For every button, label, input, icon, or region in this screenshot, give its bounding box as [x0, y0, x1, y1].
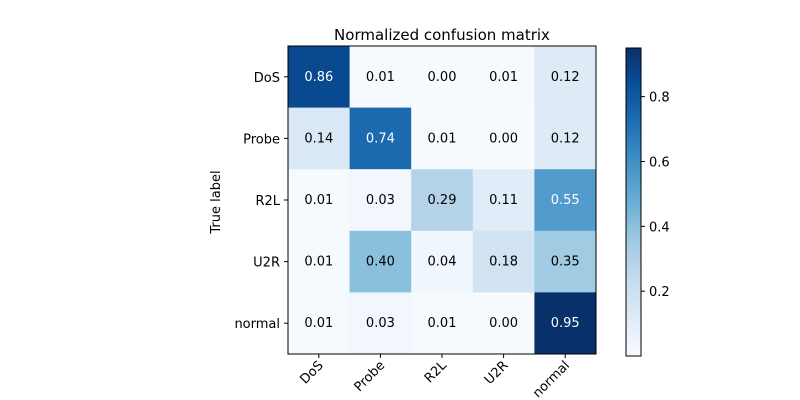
heatmap-cell: [288, 292, 351, 355]
x-tick-label: Probe: [352, 358, 389, 395]
plot-frame: [287, 45, 597, 355]
cell-value-label: 0.00: [489, 131, 518, 146]
y-tick-label: R2L: [255, 194, 280, 209]
colorbar-gradient: [625, 47, 642, 357]
heatmap-cell: [472, 292, 535, 355]
heatmap-cell: [411, 292, 474, 355]
colorbar-tick-label: 0.6: [649, 155, 670, 170]
x-tick-label: R2L: [422, 358, 450, 386]
cell-value-label: 0.95: [551, 316, 580, 331]
cell-value-label: 0.03: [366, 316, 395, 331]
heatmap-cell: [349, 46, 412, 109]
cell-value-label: 0.00: [489, 316, 518, 331]
heatmap-cell: [288, 169, 351, 232]
cell-value-label: 0.11: [489, 193, 518, 208]
cell-value-label: 0.01: [489, 70, 518, 85]
chart-title: Normalized confusion matrix: [334, 26, 550, 44]
cell-value-label: 0.35: [551, 255, 580, 270]
colorbar: 0.2 0.4 0.6 0.8: [625, 47, 670, 357]
cell-value-label: 0.12: [551, 70, 580, 85]
cell-value-label: 0.74: [366, 131, 395, 146]
cell-value-label: 0.01: [366, 70, 395, 85]
heatmap-cell: [411, 230, 474, 293]
heatmap-cell: [472, 46, 535, 109]
heatmap-cell: [349, 107, 412, 170]
y-tick-label: U2R: [253, 256, 280, 271]
heatmap-cell: [534, 169, 597, 232]
cell-value-label: 0.03: [366, 193, 395, 208]
cell-value-label: 0.40: [366, 255, 395, 270]
heatmap-cell: [472, 169, 535, 232]
colorbar-tick-label: 0.2: [649, 285, 670, 300]
heatmap-cells: 0.86 0.01 0.00 0.01 0.12 0.14 0.74 0.01 0.00 0.12…: [288, 46, 597, 355]
colorbar-tick-label: 0.8: [649, 91, 670, 106]
heatmap-cell: [472, 230, 535, 293]
colorbar-tick-label: 0.4: [649, 220, 670, 235]
heatmap-cell: [472, 107, 535, 170]
y-axis-label: True label: [209, 170, 224, 234]
x-tick-label: DoS: [297, 358, 326, 387]
y-tick-labels: DoS Probe R2L U2R normal: [234, 71, 288, 332]
cell-value-label: 0.18: [489, 255, 518, 270]
x-tick-label: normal: [530, 358, 573, 400]
heatmap-cell: [349, 169, 412, 232]
cell-value-label: 0.12: [551, 131, 580, 146]
cell-value-label: 0.29: [428, 193, 457, 208]
heatmap-cell: [288, 230, 351, 293]
heatmap-cell: [349, 292, 412, 355]
x-tick-labels: DoS Probe R2L U2R normal: [297, 354, 573, 400]
heatmap-cell: [534, 292, 597, 355]
cell-value-label: 0.01: [304, 255, 333, 270]
y-tick-label: Probe: [243, 132, 280, 147]
heatmap-cell: [411, 107, 474, 170]
heatmap-cell: [534, 46, 597, 109]
y-tick-label: normal: [234, 317, 280, 332]
y-tick-label: DoS: [254, 71, 280, 86]
cell-value-label: 0.04: [428, 255, 457, 270]
cell-value-label: 0.01: [304, 193, 333, 208]
heatmap-cell: [349, 230, 412, 293]
cell-value-label: 0.01: [304, 316, 333, 331]
cell-value-label: 0.00: [428, 70, 457, 85]
cell-value-label: 0.55: [551, 193, 580, 208]
heatmap-cell: [288, 107, 351, 170]
x-tick-label: U2R: [482, 358, 512, 388]
heatmap-cell: [288, 46, 351, 109]
cell-value-label: 0.14: [304, 131, 333, 146]
heatmap-cell: [411, 169, 474, 232]
cell-value-label: 0.86: [304, 70, 333, 85]
heatmap-cell: [411, 46, 474, 109]
cell-value-label: 0.01: [428, 316, 457, 331]
heatmap-cell: [534, 230, 597, 293]
heatmap-cell: [534, 107, 597, 170]
cell-value-label: 0.01: [428, 131, 457, 146]
